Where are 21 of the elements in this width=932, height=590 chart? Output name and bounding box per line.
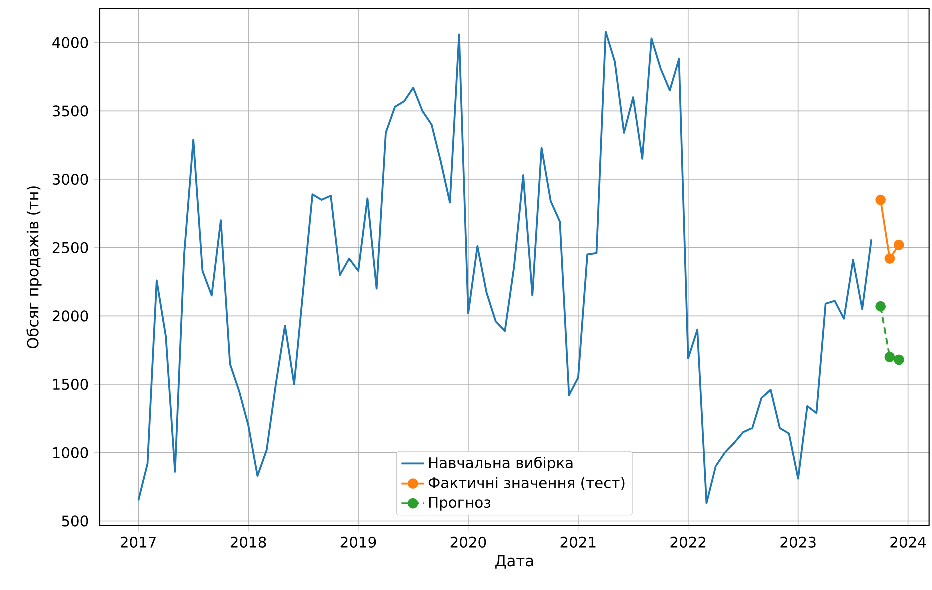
x-tick-label: 2021 [560, 536, 596, 548]
x-tick-label: 2024 [890, 536, 926, 548]
legend-label: Фактичні значення (тест) [428, 477, 625, 490]
x-tick-label: 2018 [230, 536, 266, 548]
x-tick-label: 2020 [450, 536, 486, 548]
y-tick-label: 2500 [52, 242, 88, 254]
x-tick-label: 2022 [670, 536, 706, 548]
legend-label: Навчальна вибірка [429, 456, 573, 472]
x-tick-label: 2023 [780, 536, 816, 548]
y-tick-label: 1500 [53, 379, 88, 390]
x-axis-title: Дата [496, 555, 534, 569]
x-tick-label: 2017 [120, 536, 156, 548]
y-tick-label: 3500 [52, 106, 88, 117]
legend-label: Прогноз [429, 497, 491, 511]
y-tick-label: 3000 [52, 174, 88, 186]
y-tick-label: 2000 [52, 310, 88, 322]
x-tick-label: 2019 [340, 536, 376, 548]
y-tick-label: 4000 [52, 37, 88, 48]
y-axis-title: Обсяг продажів (тн) [26, 186, 42, 349]
y-tick-label: 1000 [53, 447, 88, 458]
y-tick-label: 500 [62, 516, 88, 527]
